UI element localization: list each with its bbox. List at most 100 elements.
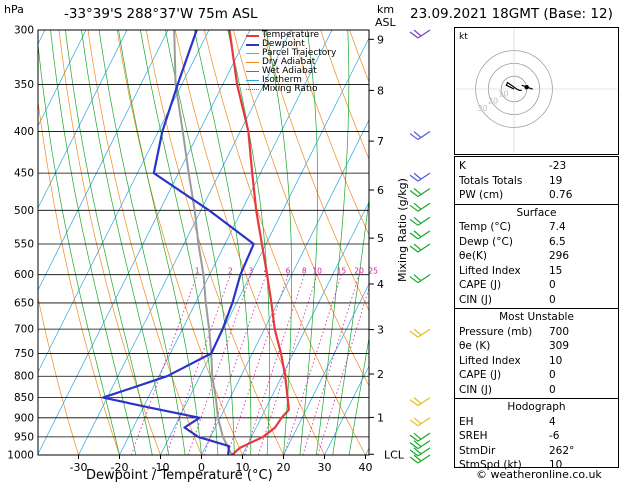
asl-label: ASL [375, 16, 396, 29]
index-value: 19 [549, 174, 563, 187]
index-row: EH 4 [455, 415, 618, 429]
indices-panel: K -23 Totals Totals 19 PW (cm) 0.76 Surface Tem… [454, 156, 619, 471]
km-label: km [377, 3, 395, 16]
mixing-ratio-label: 8 [302, 267, 307, 276]
index-value: 15 [549, 264, 563, 277]
wind-barb [409, 454, 431, 464]
km-tick-label: 7 [377, 135, 384, 148]
legend-item: Wet Adiabat [245, 67, 336, 76]
temperature-tick-label: 10 [236, 461, 250, 474]
legend-label: Dry Adiabat [262, 57, 316, 67]
panel-divider [455, 398, 618, 399]
footer-copyright: © weatheronline.co.uk [476, 468, 602, 481]
index-row: CIN (J) 0 [455, 383, 618, 397]
wet-adiabat [140, 30, 219, 455]
panel-section-title: Hodograph [507, 401, 566, 413]
datetime-title: 23.09.2021 18GMT (Base: 12) [410, 6, 613, 22]
index-name: CAPE (J) [459, 369, 502, 381]
dry-adiabat [38, 296, 79, 455]
index-value: 10 [549, 459, 563, 471]
wind-barb [409, 131, 431, 141]
legend-label: Dewpoint [262, 39, 305, 49]
mixing-ratio-label: 2 [228, 267, 233, 276]
km-tick-label: 5 [377, 232, 384, 245]
pressure-tick-label: 500 [14, 205, 34, 217]
index-name: SREH [459, 430, 488, 442]
hpa-label: hPa [4, 3, 24, 16]
index-row: Pressure (mb) 700 [455, 325, 618, 339]
index-row: SREH -6 [455, 429, 618, 443]
pressure-tick-label: 300 [14, 25, 34, 37]
mixing-ratio-label: 6 [286, 267, 291, 276]
wet-adiabat [65, 30, 153, 455]
legend-swatch [246, 71, 259, 72]
isotherm-line [0, 30, 4, 455]
panel-divider [455, 203, 618, 205]
hodograph-unit: kt [459, 32, 468, 42]
mixing-ratio-line [302, 274, 360, 455]
pressure-tick-label: 450 [14, 168, 34, 180]
index-row: Dewp (°C) 6.5 [455, 235, 618, 249]
index-value: 700 [549, 325, 570, 338]
isotherm-line [201, 119, 369, 455]
legend-item: Dry Adiabat [245, 58, 336, 67]
mixing-ratio-label: 20 [354, 267, 364, 276]
pressure-tick-label: 400 [14, 126, 34, 138]
legend-swatch [246, 53, 259, 54]
temperature-tick-label: 30 [318, 461, 332, 474]
index-name: Dewp (°C) [459, 235, 513, 248]
legend-label: Mixing Ratio [262, 84, 318, 94]
isotherm-line [242, 201, 369, 455]
wet-adiabat [98, 30, 186, 455]
index-name: K [459, 160, 466, 172]
wind-barb [409, 397, 431, 407]
legend-label: Isotherm [262, 75, 302, 85]
hodograph-storm-arrow [521, 84, 533, 90]
index-name: CAPE (J) [459, 279, 502, 291]
temperature-tick-label: -10 [152, 461, 170, 474]
legend-swatch [246, 89, 259, 90]
pressure-tick-label: 750 [14, 348, 34, 360]
pressure-tick-label: 1000 [7, 450, 34, 462]
km-tick-label: LCL [384, 448, 405, 461]
index-name: Temp (°C) [459, 221, 512, 233]
x-axis-title: Dewpoint / Temperature (°C) [86, 468, 273, 483]
pressure-tick-label: 900 [14, 412, 34, 424]
isotherm-line [38, 30, 128, 209]
panel-section-title: Surface [516, 206, 557, 219]
index-value: 6.5 [549, 235, 566, 248]
legend-swatch [246, 35, 259, 37]
index-name: PW (cm) [459, 189, 504, 201]
mixing-ratio-label: 1 [195, 267, 200, 276]
pressure-tick-label: 550 [14, 238, 34, 250]
wind-barb [409, 417, 431, 427]
mixing-ratio-line [203, 274, 267, 455]
temperature-tick-label: 40 [359, 461, 373, 474]
wind-barb [409, 230, 431, 240]
index-value: 7.4 [549, 221, 566, 233]
legend-item: Parcel Trajectory [245, 49, 336, 58]
location-title: -33°39'S 288°37'W 75m ASL [64, 6, 258, 22]
index-name: CIN (J) [459, 293, 492, 306]
mixing-ratio-label: 25 [368, 267, 378, 276]
index-name: CIN (J) [459, 383, 492, 396]
index-row: CIN (J) 0 [455, 293, 618, 307]
dry-adiabat [291, 30, 369, 236]
index-name: Totals Totals [459, 174, 523, 187]
wind-barb [409, 274, 431, 284]
legend-item: Mixing Ratio [245, 85, 336, 94]
pressure-tick-label: 950 [14, 431, 34, 443]
wet-adiabat [38, 41, 120, 455]
km-tick-label: 2 [377, 368, 384, 381]
pressure-tick-label: 800 [14, 371, 34, 383]
legend-swatch [246, 44, 259, 46]
wind-barb [409, 432, 431, 442]
isotherm-line [38, 30, 251, 455]
index-name: Lifted Index [459, 264, 521, 277]
km-tick-label: 8 [377, 84, 384, 97]
wind-barb [409, 202, 431, 212]
wind-barb [409, 187, 431, 197]
index-name: θe (K) [459, 340, 491, 352]
temperature-profile [228, 30, 290, 455]
